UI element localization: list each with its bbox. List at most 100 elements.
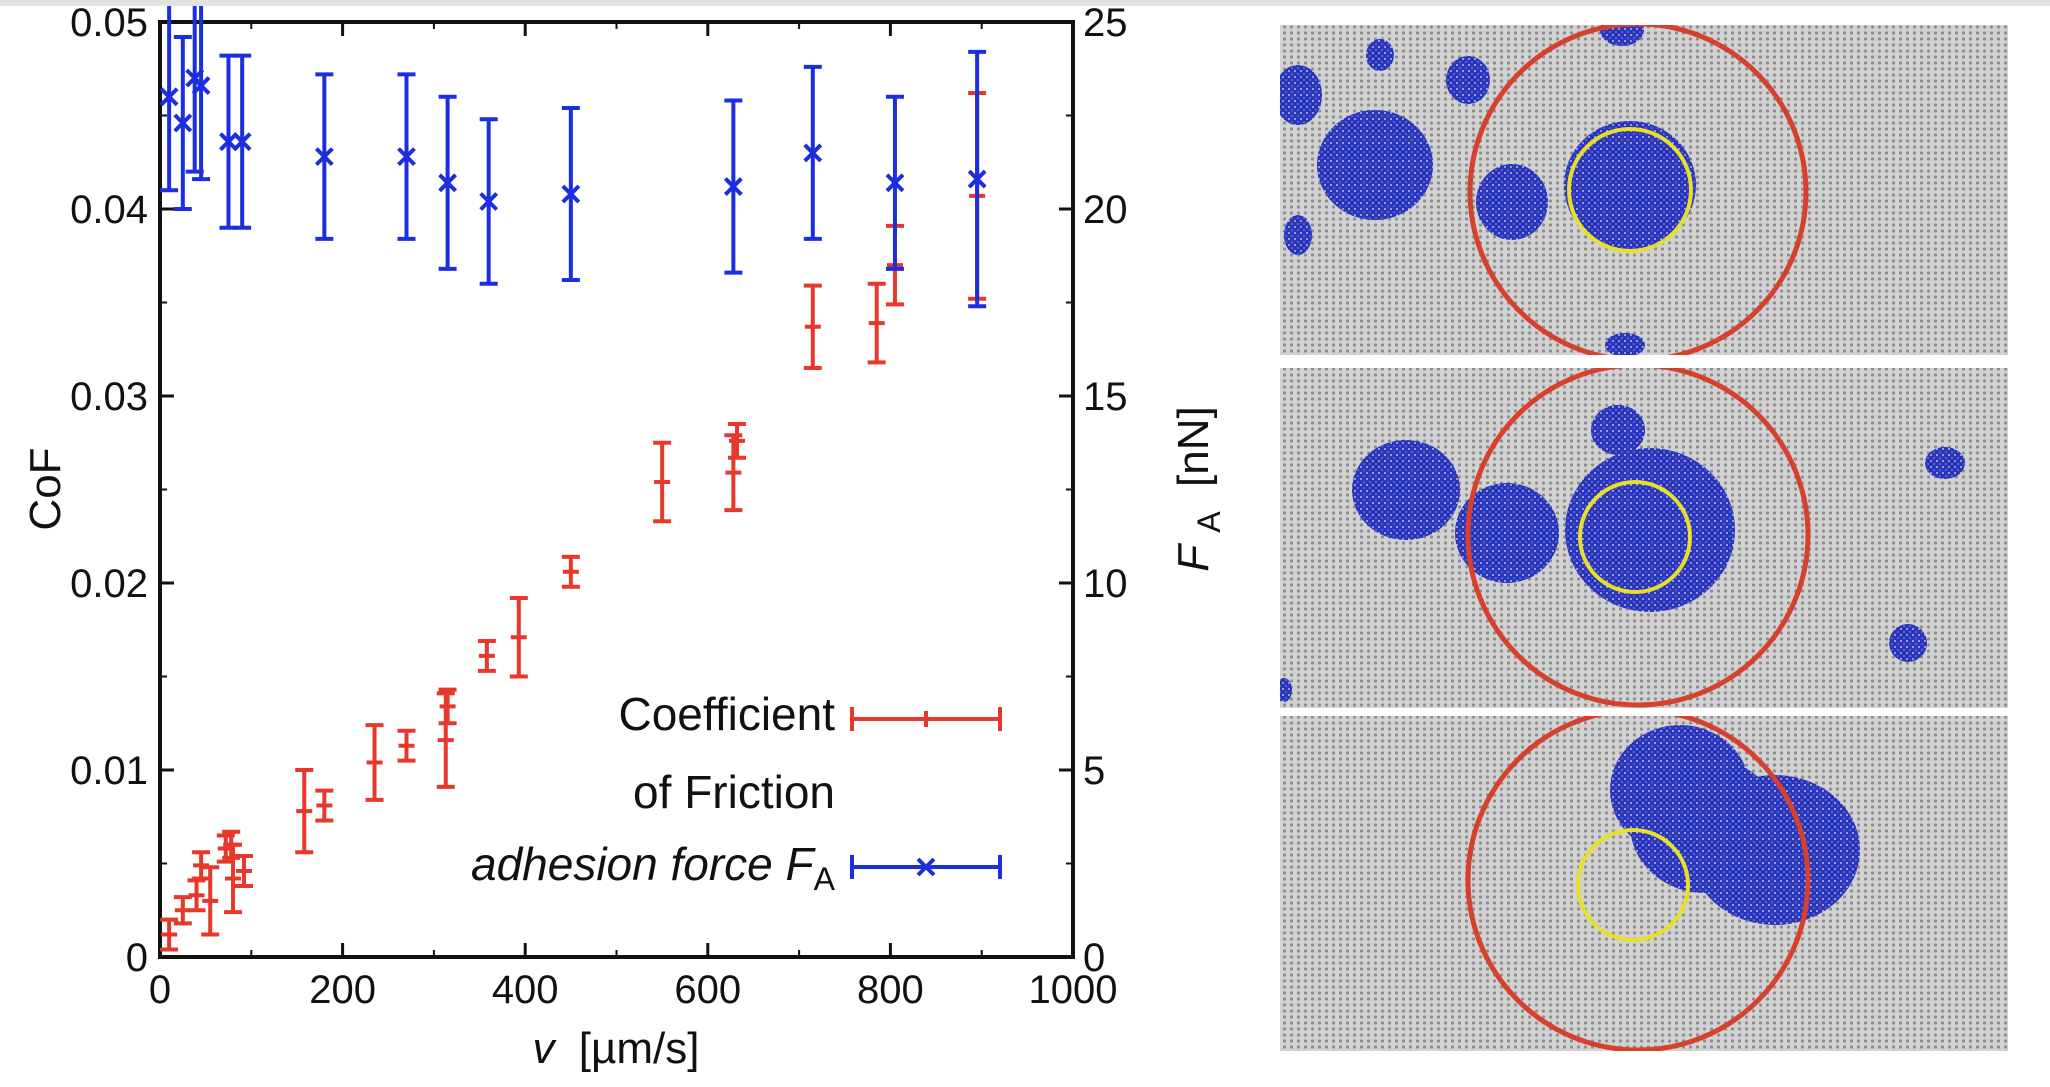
outer-circle-3 [1465, 716, 1811, 1051]
cof-point-8 [234, 854, 253, 888]
fa-point-3 [191, 0, 211, 182]
y-axis-title: CoF [21, 447, 70, 530]
x-tick-label: 800 [857, 968, 924, 1012]
fa-point-14 [967, 49, 987, 309]
top-strip [0, 0, 2050, 6]
cof-point-2 [187, 878, 206, 913]
cluster-1i [1605, 333, 1645, 355]
cof-point-11 [365, 723, 384, 802]
legend-cof-line1: Coefficient [618, 688, 835, 740]
x-axis-var: v [533, 1024, 558, 1073]
cluster-1b [1476, 164, 1548, 240]
marker-x-b [438, 173, 458, 193]
y-tick-label: 0.01 [70, 749, 148, 793]
cluster-2a [1352, 440, 1460, 540]
tick-labels-group: 0 200 400 600 800 100000.010.020.030.040.0505… [70, 1, 1127, 1012]
marker-x-b [219, 132, 238, 152]
y2-tick-label: 10 [1083, 562, 1128, 606]
marker-x-b [159, 87, 179, 107]
fa-point-1 [173, 34, 193, 211]
fa-point-8 [438, 94, 458, 271]
fa-point-7 [397, 72, 416, 241]
marker-x-b [232, 132, 252, 152]
fa-point-10 [561, 106, 581, 283]
y2-axis-var: F [1169, 543, 1218, 572]
y-tick-label: 0.02 [70, 562, 148, 606]
y2-axis-sub: A [1191, 511, 1227, 533]
cof-point-0 [160, 917, 179, 952]
inner-circle-1 [1567, 127, 1693, 253]
y2-tick-label: 25 [1083, 1, 1128, 45]
marker-x-b [967, 169, 987, 189]
y2-tick-label: 5 [1083, 749, 1105, 793]
fa-point-4 [219, 53, 238, 230]
series-group [159, 0, 987, 952]
y2-tick-label: 15 [1083, 375, 1128, 419]
cluster-1d [1280, 65, 1322, 125]
cof-point-9 [295, 768, 314, 855]
cof-point-18 [653, 440, 672, 524]
cof-point-22 [867, 281, 886, 365]
y2-axis-unit: [nN] [1169, 406, 1218, 487]
y-tick-label: 0 [126, 936, 148, 980]
cluster-2c [1565, 448, 1735, 612]
y2-tick-label: 20 [1083, 188, 1128, 232]
marker-x-b [173, 113, 193, 133]
fa-point-0 [159, 1, 179, 193]
fa-point-13 [885, 94, 905, 271]
legend-cof-sample [850, 707, 1002, 731]
inner-circle-2 [1578, 480, 1692, 594]
marker-x-b [314, 147, 334, 167]
cof-point-21 [803, 283, 822, 370]
cluster-1g [1600, 25, 1644, 46]
marker-x-b [397, 147, 416, 167]
fa-point-6 [314, 72, 334, 241]
y-tick-label: 0.04 [70, 188, 148, 232]
cluster-2f [1889, 624, 1927, 662]
cluster-2e [1925, 447, 1965, 479]
cof-point-17 [561, 554, 580, 589]
y2-axis-title: F A [nN] [1169, 406, 1230, 571]
x-tick-label: 600 [674, 968, 741, 1012]
marker-x-b [885, 173, 905, 193]
cof-point-10 [315, 788, 334, 823]
x-tick-label: 400 [492, 968, 559, 1012]
outer-circle-1 [1467, 25, 1809, 355]
fa-point-5 [232, 53, 252, 230]
cof-point-20 [728, 422, 747, 460]
legend-cof-line2: of Friction [633, 766, 835, 818]
legend-fa-sample [850, 855, 1002, 879]
marker-x-b [561, 184, 581, 204]
inner-circle-3 [1576, 828, 1690, 942]
cluster-2b [1455, 483, 1559, 583]
snapshot-panel-3 [1280, 716, 2008, 1051]
marker-x-b [803, 143, 823, 163]
cluster-1f [1446, 56, 1490, 104]
cof-point-14 [438, 687, 457, 726]
cof-point-12 [397, 728, 416, 763]
ticks-group [158, 20, 1075, 959]
cof-point-16 [509, 595, 528, 679]
x-axis-title: v [µm/s] [533, 1024, 700, 1073]
x-tick-label: 200 [309, 968, 376, 1012]
fa-point-11 [723, 98, 743, 275]
cluster-3-elongated [1610, 725, 1860, 925]
cof-point-7 [224, 842, 243, 915]
fa-point-9 [479, 117, 499, 286]
cof-point-19 [724, 433, 743, 513]
marker-x-b [479, 192, 499, 211]
outer-circle-2 [1465, 368, 1811, 708]
x-axis-unit: [µm/s] [579, 1024, 700, 1073]
legend: Coefficient of Friction adhesion force F… [471, 688, 1002, 897]
cluster-1a [1317, 110, 1433, 220]
marker-x-b [723, 177, 743, 196]
legend-fa-label: adhesion force FA [471, 838, 836, 897]
cof-point-4 [201, 865, 220, 937]
cluster-1e [1366, 39, 1394, 71]
cof-point-15 [477, 638, 496, 673]
snapshot-panel-1 [1280, 25, 2008, 355]
cluster-1c [1564, 121, 1696, 249]
x-tick-label: 0 [149, 968, 171, 1012]
